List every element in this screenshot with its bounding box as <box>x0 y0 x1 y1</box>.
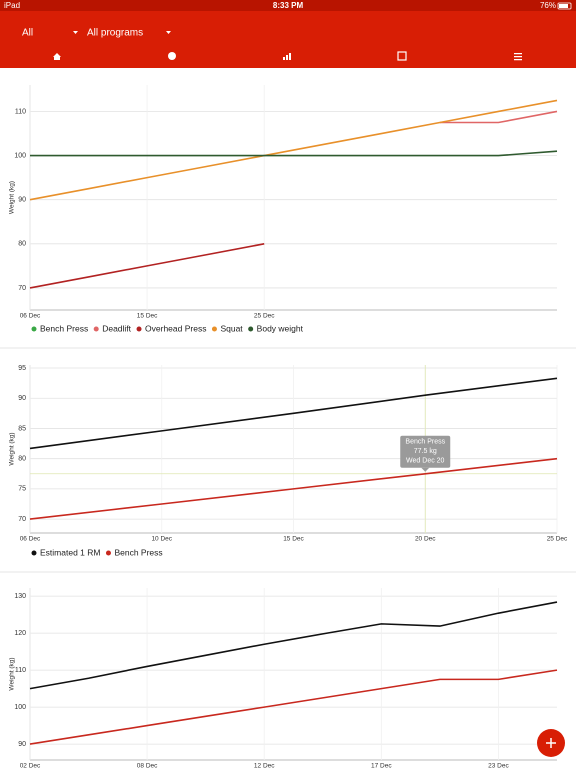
y-tick-label: 70 <box>18 285 26 292</box>
device-name: iPad <box>4 1 20 10</box>
y-tick-label: 100 <box>14 704 26 711</box>
x-tick-label: 06 Dec <box>20 313 41 320</box>
legend-label: Deadlift <box>102 323 131 333</box>
add-icon <box>546 738 556 748</box>
nav-bar <box>53 51 522 61</box>
series-line <box>439 110 558 124</box>
tooltip: Bench Press 77.5 kg Wed Dec 20 <box>400 435 451 472</box>
y-tick-label: 75 <box>18 486 26 493</box>
legend-label: Bench Press <box>40 323 88 333</box>
tooltip-text: Wed Dec 20 <box>406 458 444 465</box>
y-tick-label: 80 <box>18 241 26 248</box>
battery-icon <box>557 2 572 10</box>
y-axis-title: Weight (kg) <box>9 181 16 214</box>
legend-label: Overhead Press <box>145 323 206 333</box>
series-line <box>29 457 558 520</box>
battery-level <box>559 4 568 8</box>
legend-marker <box>31 326 37 332</box>
y-tick-label: 100 <box>14 152 26 159</box>
x-tick-label: 06 Dec <box>20 536 41 543</box>
battery-percent: 76% <box>540 1 556 10</box>
x-tick-label: 25 Dec <box>547 536 568 543</box>
tooltip-box <box>400 435 451 468</box>
dropdown-arrow <box>166 31 171 34</box>
legend-marker <box>105 550 111 556</box>
y-axis-title: Weight (kg) <box>9 432 16 465</box>
menu-tab[interactable] <box>514 53 522 61</box>
charts: 70 80 90 100 110 06 Dec 15 Dec 25 Dec Weight (kg… <box>9 85 568 770</box>
scope-dropdown[interactable]: All <box>22 28 33 39</box>
x-tick-label: 20 Dec <box>415 536 436 543</box>
legend-marker <box>93 326 99 332</box>
tooltip-text: 77.5 kg <box>414 448 437 455</box>
y-tick-label: 90 <box>18 395 26 402</box>
legend-marker <box>211 326 217 332</box>
tooltip-text: Bench Press <box>405 439 445 446</box>
x-tick-label: 10 Dec <box>151 536 172 543</box>
legend-marker <box>136 326 142 332</box>
y-tick-label: 70 <box>18 516 26 523</box>
series-line <box>29 669 558 745</box>
y-tick-label: 130 <box>14 593 26 600</box>
x-tick-label: 12 Dec <box>254 763 275 768</box>
x-tick-label: 23 Dec <box>488 763 509 768</box>
dropdown-arrow <box>73 31 78 34</box>
y-tick-label: 110 <box>15 667 26 674</box>
y-axis-title: Weight (kg) <box>9 657 16 690</box>
charts-tab[interactable] <box>283 53 291 60</box>
y-tick-label: 90 <box>18 197 26 204</box>
x-tick-label: 17 Dec <box>371 763 392 768</box>
clock: 8:33 PM <box>273 1 304 10</box>
series-line <box>29 99 558 201</box>
y-tick-label: 85 <box>18 425 26 432</box>
y-tick-label: 80 <box>18 456 26 463</box>
y-tick-label: 120 <box>14 630 26 637</box>
x-tick-label: 15 Dec <box>137 313 158 320</box>
x-tick-label: 15 Dec <box>283 536 304 543</box>
legend-label: Bench Press <box>114 547 162 557</box>
y-tick-label: 110 <box>15 108 26 115</box>
series-line <box>30 150 558 157</box>
legend-label: Estimated 1 RM <box>40 547 100 557</box>
legend-label: Squat <box>220 323 243 333</box>
legend-label: Body weight <box>257 323 304 333</box>
series-line <box>29 243 265 289</box>
x-tick-label: 08 Dec <box>137 763 158 768</box>
history-tab[interactable] <box>168 52 176 60</box>
status-bar <box>0 0 576 11</box>
legend-marker <box>248 326 254 332</box>
tooltip-pointer <box>421 467 430 472</box>
calendar-tab[interactable] <box>397 51 407 61</box>
program-dropdown[interactable]: All programs <box>87 28 143 39</box>
y-tick-label: 95 <box>18 365 26 372</box>
home-tab[interactable] <box>53 53 61 60</box>
x-tick-label: 02 Dec <box>20 763 41 768</box>
x-tick-label: 25 Dec <box>254 313 275 320</box>
legend-marker <box>31 550 37 556</box>
series-line <box>29 601 558 690</box>
series-line <box>29 377 558 450</box>
y-tick-label: 90 <box>18 741 26 748</box>
